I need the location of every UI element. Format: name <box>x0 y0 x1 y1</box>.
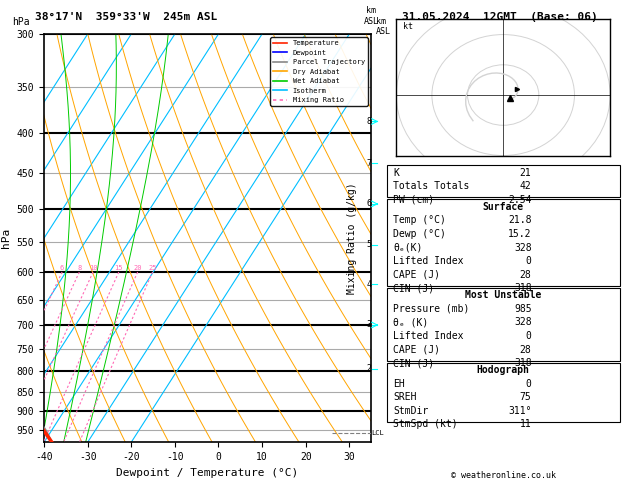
Text: 328: 328 <box>514 243 532 253</box>
Text: LCL: LCL <box>371 431 384 436</box>
Text: kt: kt <box>403 21 413 31</box>
Text: StmSpd (kt): StmSpd (kt) <box>393 419 458 430</box>
Text: Temp (°C): Temp (°C) <box>393 215 446 226</box>
Text: 38°17'N  359°33'W  245m ASL: 38°17'N 359°33'W 245m ASL <box>35 12 217 22</box>
Text: SREH: SREH <box>393 392 416 402</box>
Text: 3: 3 <box>366 320 371 330</box>
Text: Lifted Index: Lifted Index <box>393 256 464 266</box>
Text: 28: 28 <box>520 345 532 355</box>
Text: Surface: Surface <box>482 202 524 212</box>
Text: 0: 0 <box>526 256 532 266</box>
Text: Lifted Index: Lifted Index <box>393 331 464 341</box>
Text: 318: 318 <box>514 358 532 368</box>
Text: CAPE (J): CAPE (J) <box>393 270 440 280</box>
Text: Most Unstable: Most Unstable <box>465 290 542 300</box>
Text: 6: 6 <box>366 199 371 208</box>
Legend: Temperature, Dewpoint, Parcel Trajectory, Dry Adiabat, Wet Adiabat, Isotherm, Mi: Temperature, Dewpoint, Parcel Trajectory… <box>270 37 367 106</box>
Text: Dewp (°C): Dewp (°C) <box>393 229 446 239</box>
Text: 28: 28 <box>520 270 532 280</box>
Text: 318: 318 <box>514 283 532 294</box>
Text: Totals Totals: Totals Totals <box>393 181 469 191</box>
Text: CIN (J): CIN (J) <box>393 358 434 368</box>
Text: © weatheronline.co.uk: © weatheronline.co.uk <box>451 471 555 480</box>
Text: 2: 2 <box>366 364 371 373</box>
Text: 8: 8 <box>77 265 81 271</box>
Text: 4: 4 <box>366 280 371 289</box>
Y-axis label: hPa: hPa <box>1 228 11 248</box>
Text: 0: 0 <box>526 379 532 389</box>
Text: θₑ (K): θₑ (K) <box>393 317 428 328</box>
Text: 15.2: 15.2 <box>508 229 532 239</box>
Text: 985: 985 <box>514 304 532 314</box>
Text: 6: 6 <box>60 265 64 271</box>
Text: 328: 328 <box>514 317 532 328</box>
Text: 21: 21 <box>520 168 532 178</box>
Text: 42: 42 <box>520 181 532 191</box>
Text: hPa: hPa <box>13 17 30 27</box>
Text: 8: 8 <box>366 117 371 126</box>
Text: 7: 7 <box>366 159 371 168</box>
X-axis label: Dewpoint / Temperature (°C): Dewpoint / Temperature (°C) <box>116 468 299 478</box>
Text: 311°: 311° <box>508 406 532 416</box>
Text: 21.8: 21.8 <box>508 215 532 226</box>
Text: K: K <box>393 168 399 178</box>
Text: EH: EH <box>393 379 405 389</box>
Text: Hodograph: Hodograph <box>477 365 530 375</box>
Text: StmDir: StmDir <box>393 406 428 416</box>
Text: CAPE (J): CAPE (J) <box>393 345 440 355</box>
Text: km
ASL: km ASL <box>376 17 391 36</box>
Text: CIN (J): CIN (J) <box>393 283 434 294</box>
Text: 11: 11 <box>520 419 532 430</box>
Text: 10: 10 <box>89 265 97 271</box>
Text: 5: 5 <box>366 240 371 249</box>
Text: 75: 75 <box>520 392 532 402</box>
Text: Pressure (mb): Pressure (mb) <box>393 304 469 314</box>
Text: Mixing Ratio (g/kg): Mixing Ratio (g/kg) <box>347 182 357 294</box>
Text: 15: 15 <box>114 265 123 271</box>
Text: 2.54: 2.54 <box>508 195 532 205</box>
Text: PW (cm): PW (cm) <box>393 195 434 205</box>
Text: km
ASL: km ASL <box>364 6 379 26</box>
Text: θₑ(K): θₑ(K) <box>393 243 423 253</box>
Text: 31.05.2024  12GMT  (Base: 06): 31.05.2024 12GMT (Base: 06) <box>402 12 598 22</box>
Text: 20: 20 <box>133 265 142 271</box>
Text: 0: 0 <box>526 331 532 341</box>
Text: 25: 25 <box>148 265 157 271</box>
